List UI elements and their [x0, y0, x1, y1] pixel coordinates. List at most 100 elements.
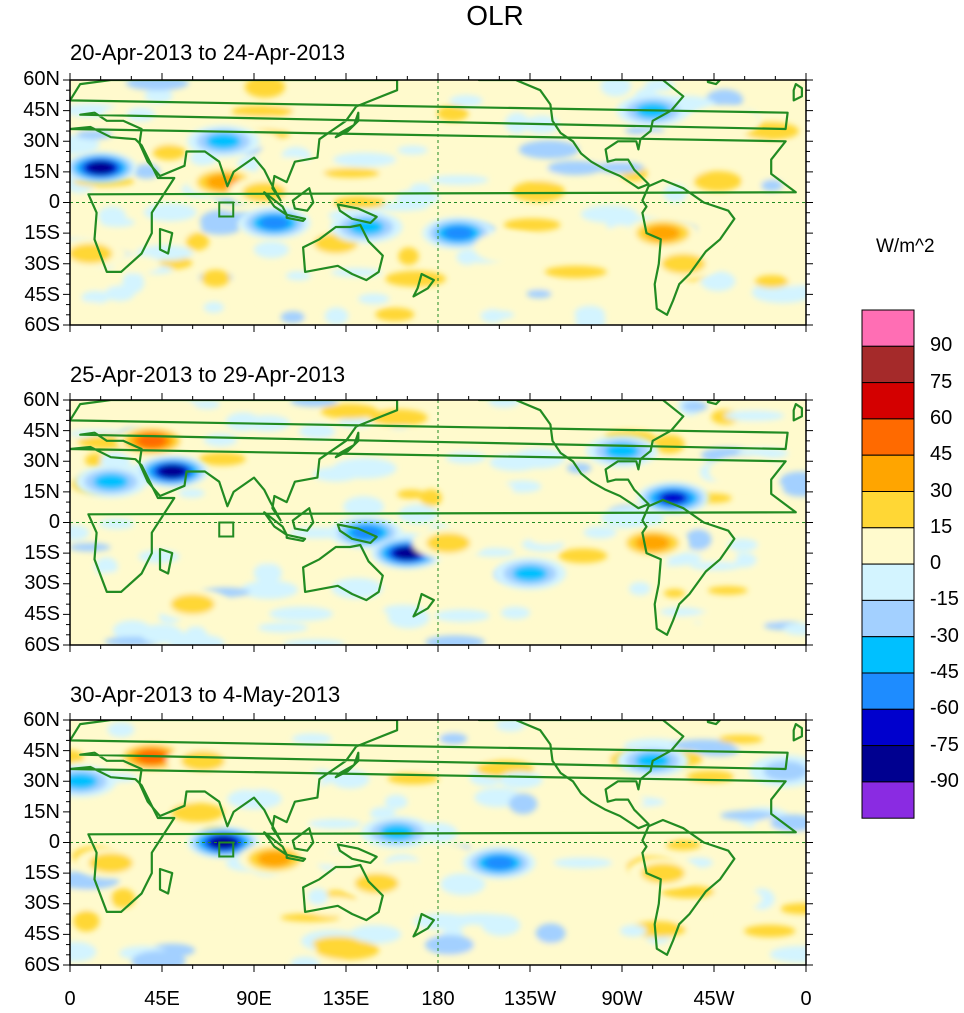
- colorbar: [861, 309, 915, 819]
- anomaly-patch: [70, 301, 106, 312]
- lat-tick-label: 0: [48, 831, 60, 853]
- lat-tick-label: 45S: [24, 603, 60, 625]
- lat-tick-label: 60N: [23, 68, 60, 90]
- anomaly-patch: [513, 448, 566, 469]
- anomaly-patch: [73, 910, 100, 932]
- anomaly-patch: [70, 134, 100, 155]
- coastline: [477, 400, 685, 510]
- anomaly-patch: [282, 639, 345, 645]
- colorbar-level-label: 45: [930, 443, 953, 466]
- coastline: [412, 912, 435, 938]
- anomaly-patch: [512, 180, 565, 203]
- anomaly-patch: [358, 293, 390, 305]
- anomaly-patch: [298, 423, 336, 439]
- panel-2-date-range: 25-Apr-2013 to 29-Apr-2013: [70, 362, 346, 387]
- colorbar-level-label: 75: [930, 370, 953, 393]
- anomaly-patch: [186, 898, 208, 919]
- anomaly-patch: [131, 950, 186, 965]
- anomaly-patch: [203, 433, 238, 447]
- anomaly-patch: [424, 934, 474, 955]
- lat-tick-label: 30N: [23, 130, 60, 152]
- anomaly-center: [70, 243, 113, 264]
- lon-tick-label: 90W: [601, 988, 643, 1010]
- anomaly-center: [688, 104, 761, 137]
- anomaly-patch: [315, 940, 380, 960]
- anomaly-patch: [232, 769, 274, 791]
- lat-tick-label: 60S: [24, 314, 60, 336]
- coastline: [334, 111, 360, 139]
- colorbar-swatch: [861, 745, 915, 783]
- panel-3-date-range: 30-Apr-2013 to 4-May-2013: [70, 682, 341, 707]
- coastlines: [70, 720, 804, 956]
- coastline: [70, 125, 797, 273]
- lat-tick-label: 60N: [23, 709, 60, 731]
- anomaly-patch: [125, 80, 189, 91]
- anomaly-patch: [331, 577, 383, 599]
- anomaly-patch: [369, 409, 428, 427]
- anomaly-patch: [111, 888, 136, 909]
- anomaly-patch: [178, 488, 205, 498]
- anomaly-patch: [495, 720, 526, 732]
- figure-title: OLR: [466, 0, 524, 31]
- anomaly-center: [170, 594, 215, 615]
- anomaly-center: [88, 161, 114, 174]
- anomaly-patch: [731, 192, 767, 211]
- colorbar-swatch: [861, 781, 915, 819]
- coastline: [334, 431, 360, 459]
- anomaly-patch: [665, 839, 702, 851]
- coastline: [336, 843, 378, 865]
- lon-tick-label: 0: [800, 988, 812, 1010]
- colorbar-swatch: [861, 454, 915, 493]
- anomaly-patch: [689, 561, 742, 571]
- anomaly-patch: [81, 290, 111, 304]
- coastline: [334, 751, 360, 779]
- anomaly-patch: [305, 283, 334, 302]
- anomaly-patch: [610, 852, 633, 868]
- anomaly-patch: [141, 843, 194, 858]
- anomaly-patch: [140, 526, 193, 543]
- colorbar-swatch: [861, 418, 915, 456]
- anomaly-patch: [418, 158, 478, 171]
- anomaly-patch: [607, 225, 634, 245]
- anomaly-patch: [754, 275, 789, 289]
- anomaly-patch: [586, 781, 634, 802]
- lat-tick-label: 0: [48, 191, 60, 213]
- coastline: [477, 720, 685, 830]
- anomaly-patch: [780, 903, 806, 915]
- anomaly-center: [88, 852, 133, 873]
- anomaly-center: [93, 473, 129, 490]
- anomaly-patch: [218, 618, 260, 628]
- anomaly-patch: [629, 582, 651, 596]
- anomaly-patch: [431, 146, 482, 160]
- anomaly-patch: [307, 888, 329, 906]
- anomaly-patch: [724, 410, 785, 422]
- lon-tick-label: 90E: [236, 988, 272, 1010]
- colorbar-level-label: 60: [930, 406, 953, 429]
- anomaly-patch: [583, 526, 617, 539]
- coastline: [792, 82, 804, 102]
- anomaly-center: [512, 565, 548, 582]
- anomaly-patch: [558, 548, 608, 564]
- colorbar-level-label: -60: [930, 697, 959, 720]
- anomaly-patch: [244, 80, 286, 98]
- anomaly-patch: [323, 168, 380, 178]
- anomaly-patch: [70, 525, 90, 541]
- anomaly-patch: [700, 271, 736, 292]
- anomaly-patch: [304, 852, 353, 865]
- anomaly-patch: [233, 600, 260, 611]
- anomaly-patch: [755, 143, 802, 166]
- anomaly-patch: [635, 803, 677, 822]
- anomaly-patch: [500, 628, 535, 639]
- colorbar-swatch: [861, 563, 915, 601]
- anomaly-patch: [518, 140, 580, 159]
- anomaly-patch: [198, 452, 246, 466]
- anomaly-patch: [104, 285, 135, 302]
- anomaly-patch: [479, 310, 515, 320]
- anomaly-patch: [547, 160, 603, 176]
- coastline: [70, 445, 797, 594]
- anomaly-patch: [751, 560, 788, 578]
- anomaly-patch: [87, 572, 149, 594]
- anomaly-patch: [383, 604, 424, 616]
- anomaly-center: [659, 491, 687, 505]
